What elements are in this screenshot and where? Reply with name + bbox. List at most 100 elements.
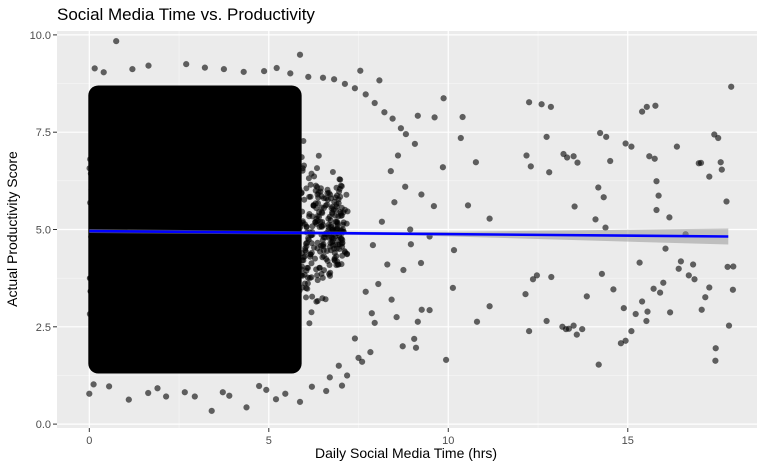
dense-point — [127, 121, 134, 128]
dense-point — [227, 207, 234, 214]
dense-point — [280, 263, 287, 270]
dense-point — [265, 309, 272, 316]
dense-point — [263, 188, 270, 195]
dense-point — [216, 147, 223, 154]
data-point — [319, 74, 327, 81]
dense-point — [130, 279, 137, 286]
dense-point — [102, 283, 109, 290]
dense-point — [339, 226, 346, 233]
dense-point — [252, 204, 259, 211]
dense-point — [97, 267, 104, 274]
dense-point — [139, 270, 146, 277]
dense-point — [115, 163, 122, 170]
data-point — [559, 323, 566, 330]
data-point — [685, 272, 692, 279]
dense-point — [140, 221, 147, 228]
dense-point — [257, 288, 264, 295]
dense-point — [208, 189, 215, 196]
dense-point — [220, 176, 227, 183]
dense-point — [95, 257, 102, 264]
dense-point — [239, 197, 246, 204]
dense-point — [165, 261, 172, 268]
dense-point — [304, 239, 310, 246]
data-point — [644, 308, 651, 315]
dense-point — [329, 203, 336, 210]
dense-point — [149, 236, 155, 243]
dense-point — [109, 179, 116, 185]
dense-point — [316, 264, 323, 271]
dense-point — [201, 125, 208, 131]
dense-point — [296, 213, 303, 220]
dense-point — [255, 217, 262, 224]
dense-point — [292, 290, 299, 297]
dense-point — [252, 197, 259, 204]
dense-point — [249, 117, 256, 124]
dense-point — [206, 99, 213, 105]
dense-point — [232, 111, 239, 117]
dense-point — [210, 178, 217, 185]
dense-point — [108, 164, 115, 171]
dense-point — [220, 319, 227, 326]
dense-point — [232, 305, 239, 312]
data-point — [602, 224, 609, 231]
dense-point — [198, 262, 205, 269]
dense-point — [244, 198, 251, 205]
dense-point — [188, 273, 195, 280]
dense-point — [114, 235, 121, 242]
regression-line-group — [89, 228, 729, 245]
dense-point — [197, 145, 204, 152]
dense-point — [161, 168, 168, 175]
dense-point — [244, 143, 251, 150]
dense-point — [149, 275, 156, 282]
dense-point — [329, 238, 336, 245]
dense-point — [201, 302, 208, 309]
dense-point — [339, 239, 346, 246]
chart-title: Social Media Time vs. Productivity — [57, 5, 315, 24]
dense-point — [309, 293, 316, 300]
dense-point — [171, 184, 178, 191]
dense-point — [315, 152, 322, 159]
dense-point — [283, 140, 290, 147]
dense-point — [233, 150, 239, 157]
data-point — [411, 140, 419, 148]
data-point — [263, 386, 270, 394]
data-point — [418, 306, 425, 313]
dense-point — [96, 181, 103, 188]
dense-point — [99, 212, 106, 219]
dense-point — [314, 277, 321, 284]
dense-point — [222, 163, 228, 169]
data-point — [728, 83, 735, 90]
dense-point — [193, 267, 200, 274]
data-point — [414, 112, 421, 120]
dense-point — [239, 214, 246, 221]
dense-point — [187, 248, 194, 255]
data-point — [472, 158, 480, 166]
dense-point — [283, 207, 290, 214]
dense-point — [183, 291, 190, 298]
data-point — [357, 67, 364, 74]
dense-point — [285, 196, 292, 203]
data-point — [351, 335, 359, 342]
data-point — [729, 286, 737, 293]
dense-point — [283, 225, 290, 232]
dense-point — [187, 279, 194, 286]
dense-point — [94, 286, 101, 293]
dense-point — [103, 204, 110, 211]
dense-point — [154, 173, 161, 180]
data-point — [622, 140, 629, 147]
data-point — [620, 304, 627, 312]
dense-point — [335, 200, 342, 207]
data-point — [712, 345, 719, 352]
dense-point — [254, 174, 261, 181]
data-point — [677, 258, 685, 265]
dense-point — [140, 204, 147, 211]
dense-point — [227, 147, 234, 154]
dense-point — [163, 293, 170, 300]
dense-point — [178, 164, 185, 171]
dense-point — [92, 162, 99, 169]
dense-point — [91, 252, 97, 258]
dense-point — [300, 254, 307, 261]
dense-point — [130, 333, 137, 340]
data-point — [706, 173, 713, 180]
dense-point — [133, 267, 140, 274]
